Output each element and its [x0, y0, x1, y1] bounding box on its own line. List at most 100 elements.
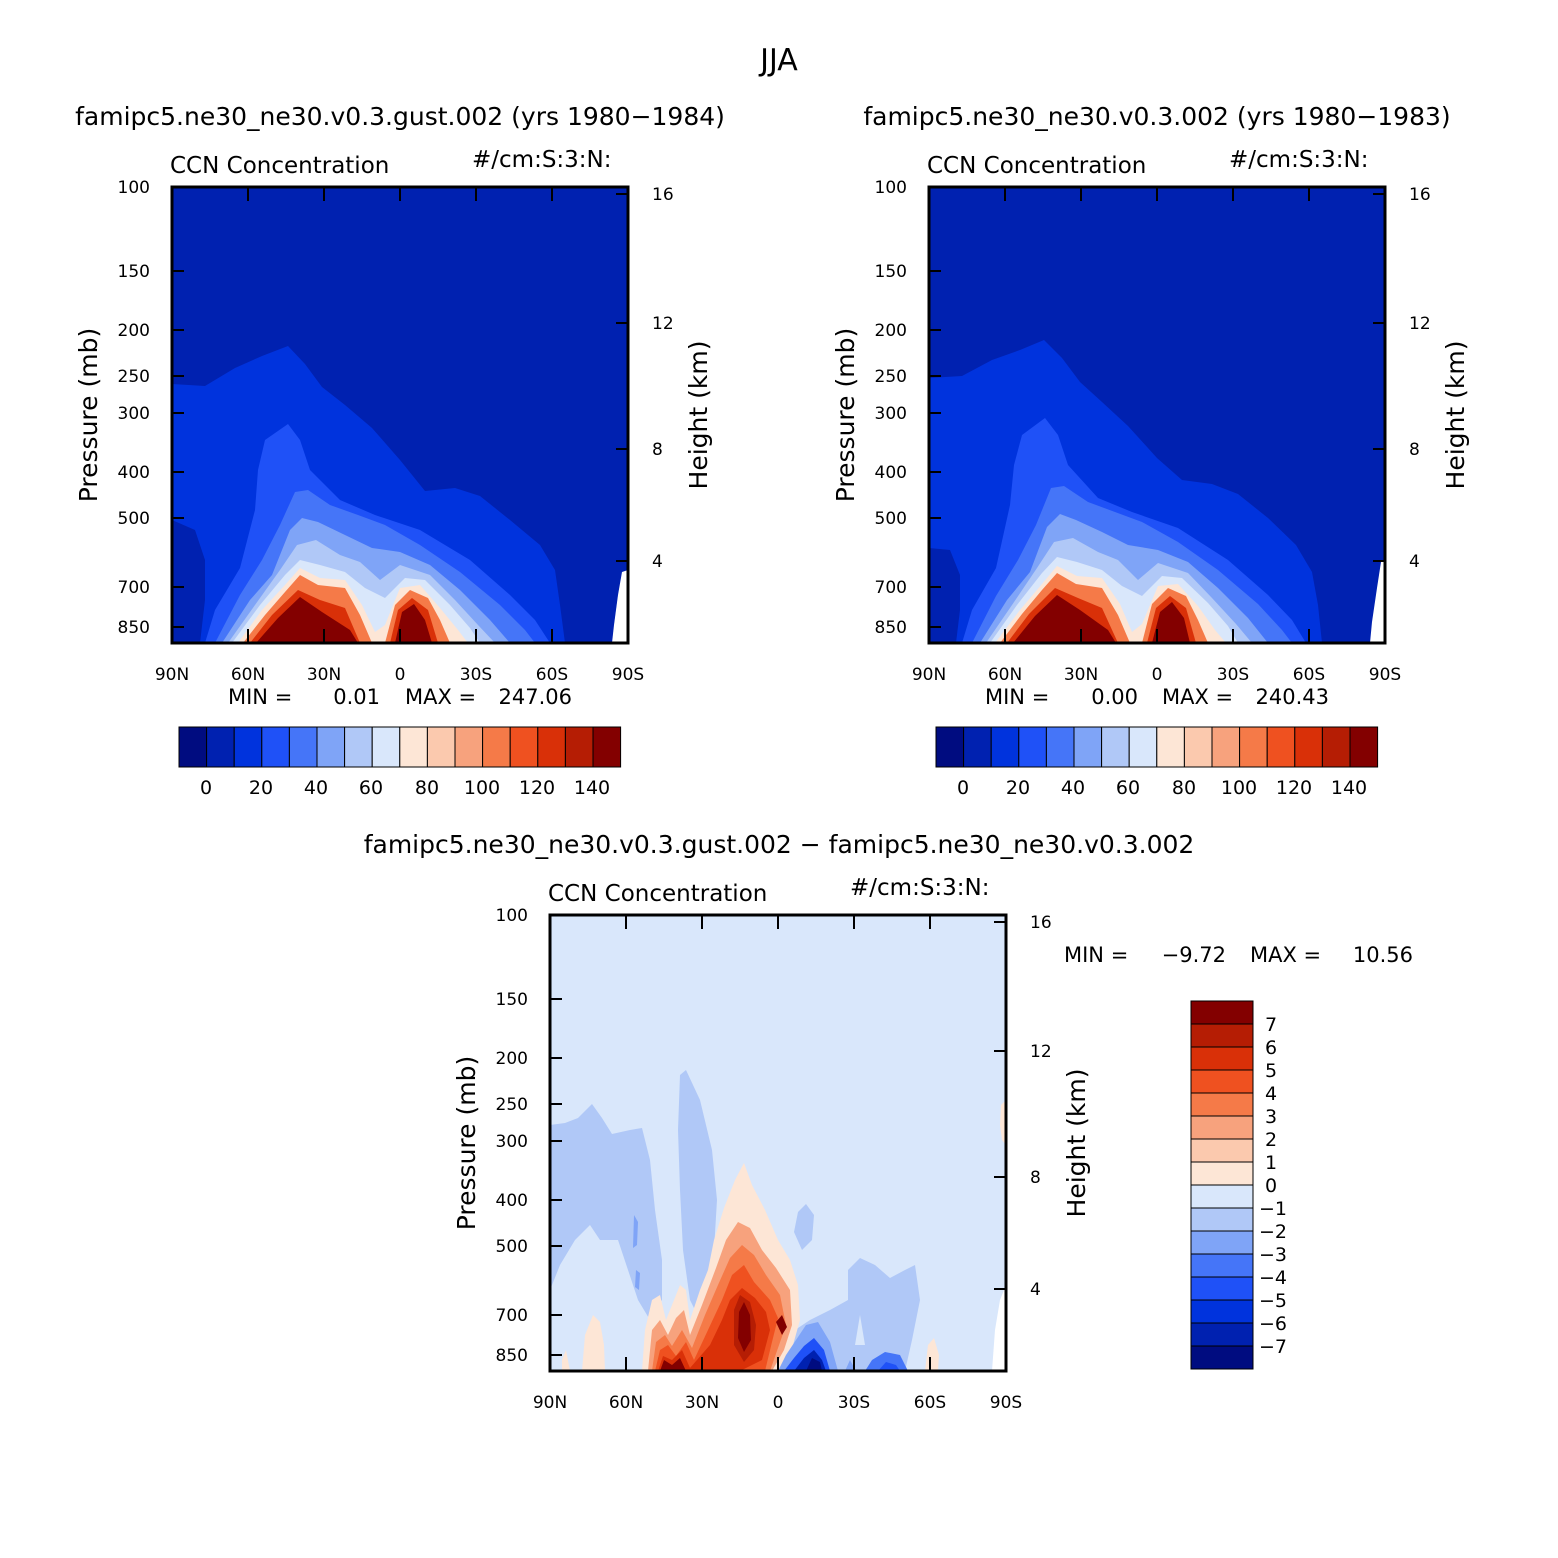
- panel-a-band-2: [172, 520, 205, 643]
- panel-a-y2tick: 8: [652, 440, 663, 460]
- panel-c-cbar-label: 7: [1265, 1014, 1277, 1036]
- panel-a-ytick: 250: [118, 367, 150, 387]
- panel-b-min-label: MIN =: [985, 685, 1049, 709]
- colorbar-swatch: [509, 726, 539, 768]
- panel-c-field: [550, 915, 1006, 1371]
- panel-b-band-2: [929, 548, 960, 643]
- panel-a-ticks: [171, 186, 629, 643]
- panel-b-xtick: 0: [1152, 665, 1163, 685]
- panel-a-cbar-label: 40: [304, 777, 328, 799]
- panel-c-xtick: 90N: [533, 1393, 567, 1413]
- panel-c-band-17: [738, 1302, 751, 1352]
- panel-c-cbar-label: 5: [1265, 1060, 1277, 1082]
- panel-a-ytick: 300: [118, 404, 150, 424]
- panel-a-band-15: [612, 570, 628, 643]
- panel-c-band-3: [794, 1204, 814, 1250]
- colorbar-swatch: [1190, 1322, 1254, 1347]
- panel-a-title: famipc5.ne30_ne30.v0.3.gust.002 (yrs 198…: [75, 102, 725, 131]
- panel-a-y2tick-labels: 4 8 12 16: [652, 185, 674, 572]
- panel-c-cbar-label: −1: [1259, 1198, 1287, 1220]
- panel-c-cbar-label: 1: [1265, 1152, 1277, 1174]
- panel-c-band-24: [865, 1352, 908, 1371]
- panel-b-cbar-label: 20: [1006, 777, 1030, 799]
- panel-b-xtick-labels: 90N 60N 30N 0 30S 60S 90S: [912, 665, 1401, 685]
- panel-a-band-14: [395, 604, 432, 643]
- panel-c-xtick: 60N: [609, 1393, 643, 1413]
- colorbar-swatch: [371, 726, 401, 768]
- panel-c-y2tick-labels: 4 8 12 16: [1030, 913, 1052, 1300]
- panel-a-min-label: MIN =: [228, 685, 292, 709]
- panel-c-band-18: [660, 1358, 686, 1371]
- panel-c-band-6: [633, 1215, 638, 1248]
- panel-a-cbar-label: 0: [200, 777, 212, 799]
- panel-c-variable: CCN Concentration: [548, 881, 767, 907]
- panel-b-band-15: [1370, 560, 1385, 643]
- colorbar-swatch: [1073, 726, 1103, 768]
- panel-b-max-label: MAX =: [1162, 685, 1233, 709]
- panel-b-xtick: 30S: [1217, 665, 1249, 685]
- colorbar-swatch: [990, 726, 1020, 768]
- panel-c-cbar-label: 4: [1265, 1083, 1277, 1105]
- colorbar-swatch: [935, 726, 965, 768]
- colorbar-swatch: [1045, 726, 1075, 768]
- panel-a-ylabel: Pressure (mb): [74, 328, 103, 502]
- panel-c-band-8: [582, 1315, 605, 1371]
- colorbar-swatch: [1349, 726, 1379, 768]
- colorbar-swatch: [592, 726, 622, 768]
- panel-c-xtick: 30S: [838, 1393, 870, 1413]
- panel-a-max-value: 247.06: [499, 685, 572, 709]
- panel-c-ytick: 400: [496, 1191, 528, 1211]
- colorbar-swatch: [482, 726, 511, 768]
- colorbar-swatch: [1190, 1000, 1254, 1025]
- panel-b-field: [929, 187, 1385, 643]
- panel-a-band-13: [256, 597, 358, 643]
- panel-b-ytick-labels: 100 150 200 250 300 400 500 700 850: [875, 178, 907, 638]
- colorbar-swatch: [1101, 726, 1130, 768]
- panel-c-xtick: 0: [773, 1393, 784, 1413]
- colorbar-swatch: [1239, 726, 1268, 768]
- panel-a-ytick: 500: [118, 509, 150, 529]
- panel-c-band-25: [878, 1362, 900, 1371]
- panel-a-units: #/cm:S:3:N:: [472, 147, 612, 173]
- colorbar-swatch: [1018, 726, 1047, 768]
- panel-b-cbar-label: 60: [1116, 777, 1140, 799]
- panel-b-xtick: 90N: [912, 665, 946, 685]
- panel-b-ytick: 850: [875, 618, 907, 638]
- panel-a-xtick: 0: [395, 665, 406, 685]
- panel-c-band-19: [776, 1315, 787, 1335]
- panel-a-xtick: 90N: [155, 665, 189, 685]
- panel-b-title: famipc5.ne30_ne30.v0.3.002 (yrs 1980−198…: [863, 102, 1450, 131]
- panel-c-band-28: [992, 1285, 1006, 1371]
- panel-c-cbar-label: 6: [1265, 1037, 1277, 1059]
- panel-a: CCN Concentration #/cm:S:3:N: Pressure (…: [74, 147, 713, 799]
- colorbar-swatch: [1190, 1276, 1254, 1301]
- colorbar-swatch: [1190, 1345, 1254, 1370]
- panel-c-ytick: 300: [496, 1132, 528, 1152]
- colorbar-swatch: [537, 726, 566, 768]
- panel-a-max-label: MAX =: [405, 685, 476, 709]
- panel-a-ytick: 850: [118, 618, 150, 638]
- panel-c-ytick: 500: [496, 1237, 528, 1257]
- panel-a-cbar-label: 20: [249, 777, 273, 799]
- panel-c-band-5: [855, 1315, 865, 1345]
- panel-c-units: #/cm:S:3:N:: [850, 875, 990, 901]
- panel-b-units: #/cm:S:3:N:: [1229, 147, 1369, 173]
- panel-b-ticks: [928, 186, 1386, 643]
- panel-c-xtick: 60S: [914, 1393, 946, 1413]
- panel-a-cbar-label: 80: [415, 777, 439, 799]
- panel-c-colorbar: [1190, 1000, 1254, 1370]
- panel-b-ytick: 200: [875, 321, 907, 341]
- colorbar-swatch: [426, 726, 456, 768]
- panel-c-ytick: 150: [496, 990, 528, 1010]
- colorbar-swatch: [1190, 1207, 1254, 1232]
- panel-b-xtick: 90S: [1369, 665, 1401, 685]
- panel-b-cbar-label: 40: [1061, 777, 1085, 799]
- colorbar-swatch: [1190, 1138, 1254, 1163]
- colorbar-swatch: [1294, 726, 1323, 768]
- panel-c-cbar-label: −7: [1259, 1336, 1287, 1358]
- panel-c-y2tick: 12: [1030, 1042, 1052, 1062]
- colorbar-swatch: [1211, 726, 1241, 768]
- panel-c-y2tick: 16: [1030, 913, 1052, 933]
- panel-c-ticks: [549, 914, 1007, 1371]
